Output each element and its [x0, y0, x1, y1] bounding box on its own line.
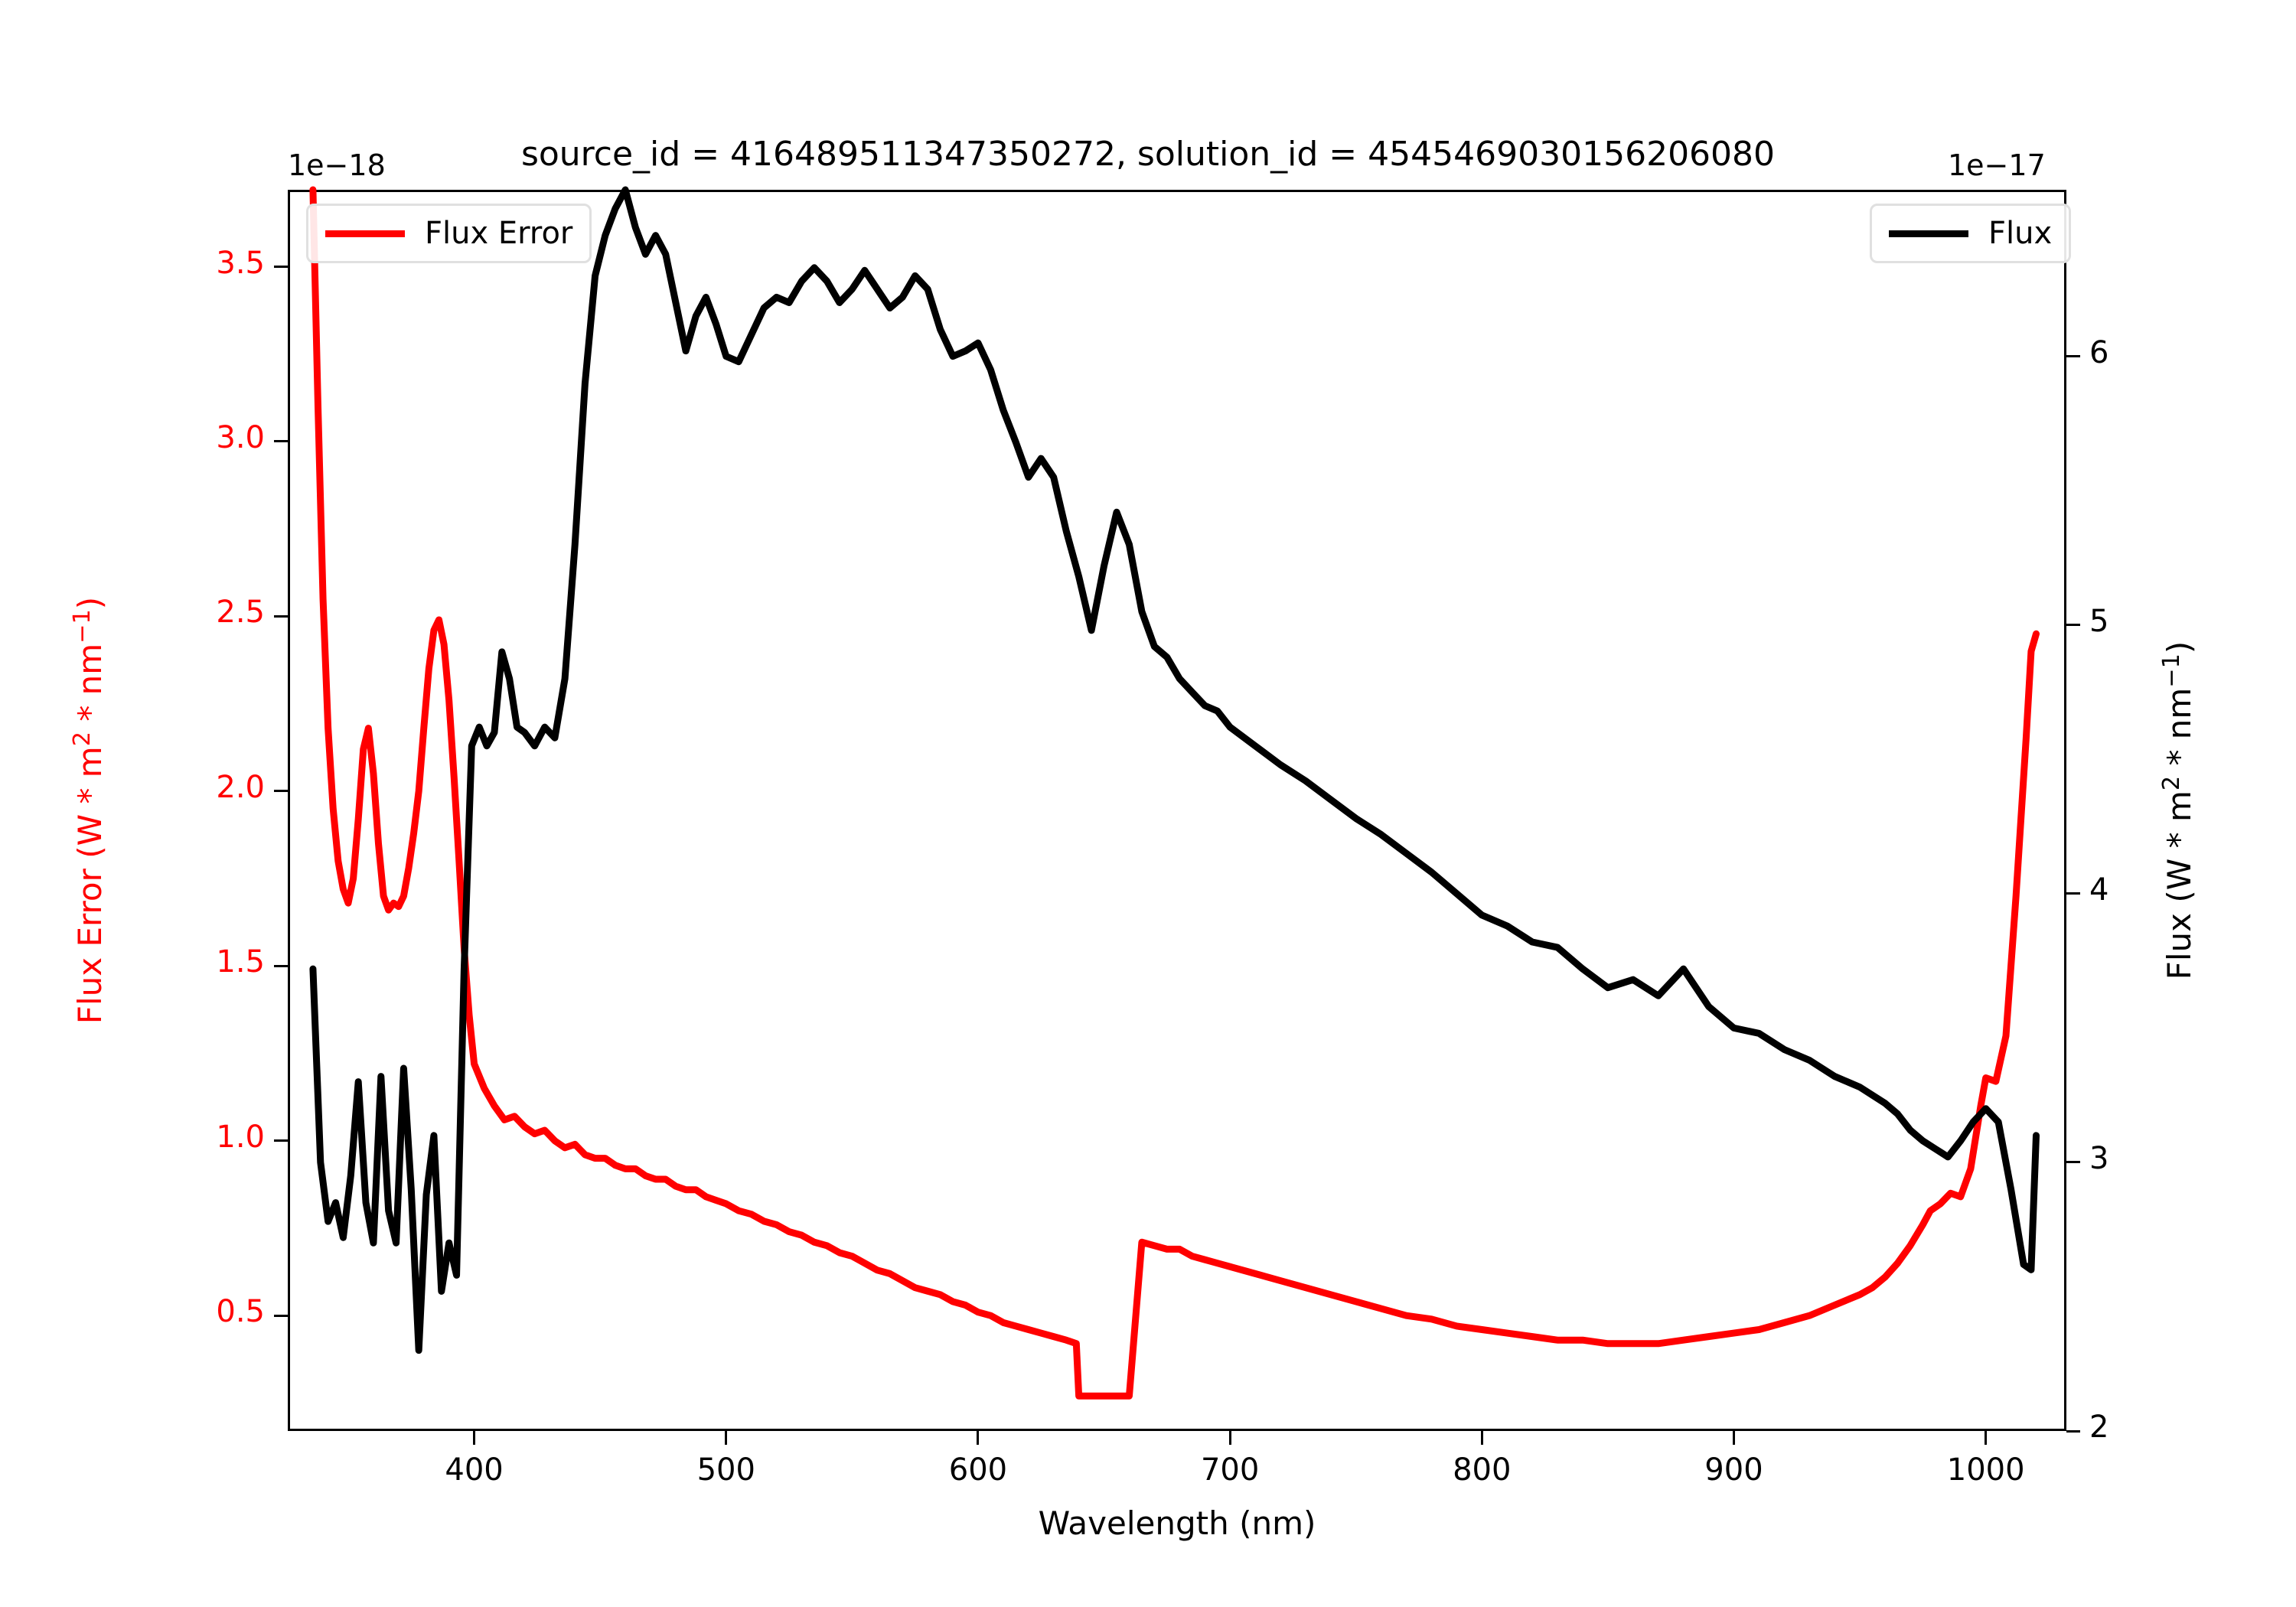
- x-tick-label: 800: [1453, 1452, 1512, 1488]
- left-y-tick-mark: [274, 964, 288, 967]
- x-tick-mark: [473, 1431, 476, 1445]
- legend-flux[interactable]: Flux: [1870, 204, 2072, 263]
- left-y-tick-label: 2.0: [216, 769, 265, 805]
- right-y-tick-mark: [2066, 1429, 2080, 1433]
- left-y-tick-label: 1.5: [216, 944, 265, 980]
- x-tick-mark: [1228, 1431, 1231, 1445]
- flux-error-legend-swatch: [325, 230, 405, 237]
- right-y-tick-label: 5: [2089, 603, 2109, 639]
- flux-error-legend-label: Flux Error: [425, 216, 573, 251]
- left-y-tick-label: 0.5: [216, 1294, 265, 1330]
- right-y-axis-label: Flux (W * m2 * nm−1): [2158, 641, 2198, 980]
- right-y-tick-mark: [2066, 624, 2080, 627]
- left-y-tick-mark: [274, 614, 288, 618]
- flux-error-line: [309, 186, 2040, 1400]
- right-y-tick-mark: [2066, 1161, 2080, 1164]
- x-tick-mark: [977, 1431, 980, 1445]
- left-y-tick-label: 3.5: [216, 245, 265, 281]
- right-y-tick-label: 4: [2089, 872, 2109, 908]
- x-tick-mark: [1480, 1431, 1483, 1445]
- x-tick-label: 500: [696, 1452, 755, 1488]
- left-y-axis-label: Flux Error (W * m2 * nm−1): [69, 596, 109, 1025]
- right-y-tick-mark: [2066, 892, 2080, 895]
- flux-line: [309, 186, 2040, 1354]
- right-y-tick-label: 2: [2089, 1410, 2109, 1445]
- left-y-tick-mark: [274, 1139, 288, 1143]
- x-tick-label: 900: [1704, 1452, 1763, 1488]
- left-y-tick-mark: [274, 790, 288, 793]
- x-tick-mark: [1732, 1431, 1735, 1445]
- flux-legend-swatch: [1889, 230, 1968, 237]
- left-y-tick-label: 2.5: [216, 595, 265, 631]
- left-y-tick-mark: [274, 440, 288, 443]
- right-axis-offset-text: 1e−17: [1948, 148, 2046, 182]
- x-tick-mark: [725, 1431, 728, 1445]
- chart-title: source_id = 416489511347350272, solution…: [520, 135, 1776, 174]
- x-tick-mark: [1985, 1431, 1988, 1445]
- legend-flux-error[interactable]: Flux Error: [306, 204, 592, 263]
- left-y-tick-label: 3.0: [216, 419, 265, 455]
- right-y-tick-mark: [2066, 355, 2080, 358]
- right-y-tick-label: 6: [2089, 334, 2109, 370]
- x-tick-label: 700: [1200, 1452, 1260, 1488]
- left-axis-offset-text: 1e−18: [288, 148, 386, 182]
- x-tick-label: 1000: [1946, 1452, 2025, 1488]
- left-y-tick-mark: [274, 1314, 288, 1317]
- left-y-tick-label: 1.0: [216, 1119, 265, 1155]
- plot-area: [309, 186, 2040, 1400]
- x-tick-label: 400: [445, 1452, 504, 1488]
- flux-legend-label: Flux: [1988, 216, 2053, 251]
- left-y-tick-mark: [274, 266, 288, 269]
- right-y-tick-label: 3: [2089, 1140, 2109, 1176]
- x-tick-label: 600: [948, 1452, 1008, 1488]
- x-axis-label: Wavelength (nm): [1038, 1504, 1316, 1542]
